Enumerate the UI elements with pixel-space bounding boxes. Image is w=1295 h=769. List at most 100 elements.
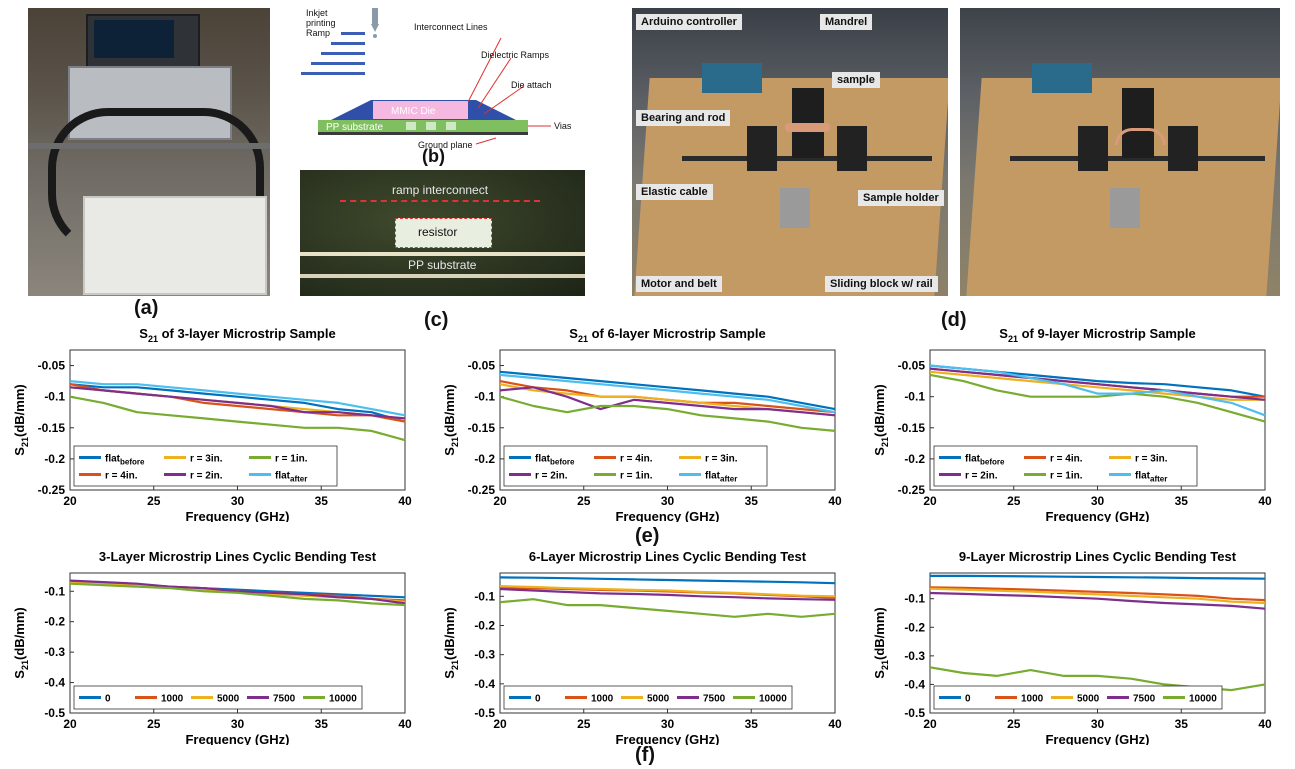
legend-label: r = 1in. [275,454,308,465]
series-line-10000 [69,582,406,607]
series-line-flat-before [499,370,836,411]
y-tick-label: -0.1 [44,584,65,598]
panel-label-e: (e) [635,525,660,547]
photo-bending-rig-labeled: Arduino controller Mandrel sample Bearin… [632,8,948,296]
series-line-r-2in- [499,386,836,417]
x-tick-label: 40 [398,717,412,731]
x-tick-label: 35 [745,494,759,508]
x-tick-label: 25 [577,494,591,508]
series-line-7500 [499,587,836,601]
x-tick-label: 30 [1091,717,1105,731]
x-axis-label: Frequency (GHz) [615,732,719,745]
legend-label: flatafter [1135,471,1167,484]
y-tick-label: -0.4 [904,677,925,691]
diagram-inkjet-line-1: Inkjet [306,8,328,18]
micrograph-resistor-label: resistor [418,225,458,239]
y-tick-label: -0.5 [44,706,65,720]
chart-3layer-s21: S21 of 3-layer Microstrip Sample 20 25 30 35… [12,326,412,522]
x-tick-label: 30 [661,494,675,508]
x-tick-label: 30 [231,494,245,508]
series-line-flat-after [69,380,406,417]
legend-label: r = 2in. [965,471,998,482]
y-tick-label: -0.05 [468,359,496,373]
legend-label: 5000 [217,694,240,705]
y-tick-label: -0.15 [38,421,66,435]
x-tick-label: 40 [828,494,842,508]
y-tick-label: -0.3 [474,648,495,662]
legend-label: r = 3in. [1135,454,1168,465]
chart-title: S21 of 3-layer Microstrip Sample [139,326,335,344]
shelf-frame [28,143,270,149]
y-tick-label: -0.2 [904,620,925,634]
legend-label: r = 1in. [620,471,653,482]
diagram-interconnect-label: Interconnect Lines [414,22,488,32]
label-motor: Motor and belt [636,276,722,292]
legend-label: flatafter [705,471,737,484]
y-tick-label: -0.15 [468,421,496,435]
y-tick-label: -0.25 [898,483,926,497]
legend-label: 1000 [1021,694,1044,705]
series-line-0 [499,576,836,585]
resistor-block [395,218,492,248]
label-sample: sample [832,72,880,88]
y-tick-label: -0.5 [474,706,495,720]
series-line-r-2in- [929,367,1266,401]
bearing-block-right [837,126,867,171]
arduino-board [1032,63,1092,93]
y-axis-label: S21(dB/mm) [12,607,30,678]
chart-title: S21 of 9-layer Microstrip Sample [999,326,1195,344]
legend-label: 5000 [647,694,670,705]
series-line-r-2in- [69,386,406,420]
y-tick-label: -0.2 [44,452,65,466]
x-tick-label: 20 [923,717,937,731]
legend-label: 10000 [329,694,357,705]
x-tick-label: 25 [147,717,161,731]
diagram-dielectric-label: Dielectric Ramps [481,50,550,60]
panel-label-b: (b) [422,146,445,166]
bearing-block-right [1168,126,1198,171]
legend-label: r = 4in. [620,454,653,465]
y-axis-label: S21(dB/mm) [872,384,890,455]
series-line-r-1in- [929,373,1266,423]
photo-test-setup [28,8,270,296]
y-axis-label: S21(dB/mm) [442,607,460,678]
y-axis-label: S21(dB/mm) [12,384,30,455]
chart-6layer-cyclic: 6-Layer Microstrip Lines Cyclic Bending … [442,549,842,745]
legend-label: 7500 [273,694,296,705]
legend-label: r = 2in. [190,471,223,482]
dielectric-ramp-outline [340,200,540,257]
legend-label: 0 [105,694,111,705]
y-tick-label: -0.1 [904,592,925,606]
label-arduino: Arduino controller [636,14,742,30]
x-tick-label: 30 [1091,494,1105,508]
pp-substrate-layer [318,120,528,132]
mmic-die [373,101,468,119]
y-tick-label: -0.15 [898,421,926,435]
diagram-ground-label: Ground plane [418,140,473,150]
micrograph-pp-label: PP substrate [408,258,477,272]
legend-label: 7500 [703,694,726,705]
sample-strip [785,123,830,132]
legend-box [933,445,1198,487]
chart-6layer-s21: S21 of 6-layer Microstrip Sample 20 25 30 35… [442,326,842,522]
chart-title: S21 of 6-layer Microstrip Sample [569,326,765,344]
x-axis-label: Frequency (GHz) [1045,732,1149,745]
micrograph-ramp-label: ramp interconnect [392,183,489,197]
x-tick-label: 25 [577,717,591,731]
x-tick-label: 25 [147,494,161,508]
label-bearing: Bearing and rod [636,110,731,126]
y-tick-label: -0.05 [898,359,926,373]
legend-box [933,685,1223,710]
pp-layer-band [300,252,585,256]
series-line-r-1in- [499,395,836,432]
sample-strip [1115,128,1166,145]
series-line-flat-after [499,373,836,414]
arduino-board [702,63,762,93]
panel-label-c: (c) [424,309,449,331]
diagram-die-attach-label: Die attach [511,80,552,90]
x-tick-label: 40 [828,717,842,731]
x-tick-label: 25 [1007,717,1021,731]
series-line-5000 [499,585,836,598]
legend-label: flatbefore [105,454,145,467]
chart-9layer-cyclic: 9-Layer Microstrip Lines Cyclic Bending … [872,549,1272,745]
